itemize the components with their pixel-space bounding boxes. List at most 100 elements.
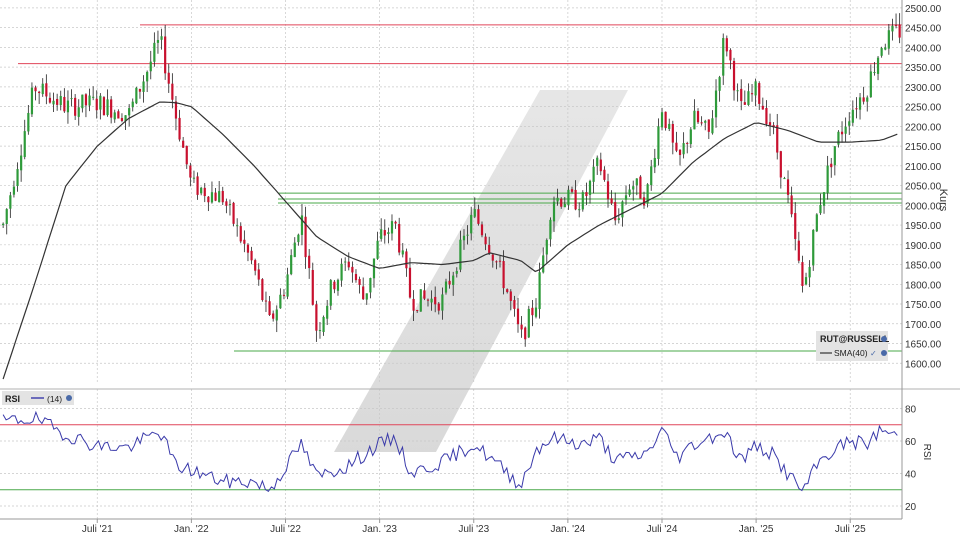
candle-body — [603, 169, 606, 180]
candle-body — [290, 255, 293, 275]
candle-body — [27, 112, 30, 132]
candle-body — [275, 309, 278, 321]
candle-body — [783, 178, 786, 180]
candle-body — [34, 87, 37, 92]
candle-body — [286, 274, 289, 297]
x-tick-label: Juli '25 — [835, 524, 866, 535]
candle-body — [642, 197, 646, 206]
candle-body — [243, 239, 246, 244]
candle-body — [336, 279, 340, 291]
legend-sma-settings-icon[interactable] — [881, 350, 887, 356]
candle-body — [779, 151, 782, 178]
candle-body — [862, 97, 865, 102]
candle-body — [470, 214, 473, 234]
candle-body — [444, 281, 448, 293]
candle-body — [254, 260, 257, 271]
candle-body — [70, 98, 73, 100]
candle-body — [308, 255, 311, 269]
candle-body — [722, 38, 725, 76]
price-y-tick-label: 1650.00 — [905, 340, 942, 351]
candle-body — [657, 126, 660, 160]
x-tick-label: Juli '22 — [270, 524, 301, 535]
price-y-tick-label: 1800.00 — [905, 280, 942, 291]
candle-body — [167, 72, 170, 84]
candle-body — [545, 239, 548, 255]
candle-body — [693, 110, 696, 130]
candle-body — [282, 294, 286, 296]
candle-body — [549, 219, 552, 240]
price-y-tick-label: 1900.00 — [905, 241, 942, 252]
candle-body — [113, 112, 116, 120]
candle-body — [534, 307, 538, 317]
candle-body — [689, 129, 692, 145]
candle-body — [74, 97, 77, 116]
candle-body — [635, 178, 638, 186]
candle-body — [297, 234, 300, 243]
candle-body — [423, 290, 426, 299]
candle-body — [315, 304, 318, 331]
price-y-tick-label: 2250.00 — [905, 103, 942, 114]
candle-body — [653, 157, 656, 168]
candle-body — [574, 189, 577, 210]
price-y-tick-label: 1700.00 — [905, 320, 942, 331]
candle-body — [866, 97, 869, 102]
candle-body — [844, 126, 847, 134]
candle-body — [322, 316, 325, 332]
candle-body — [632, 186, 635, 190]
legend-sma-label: SMA(40) — [834, 348, 868, 358]
candle-body — [52, 100, 55, 105]
candle-body — [624, 195, 628, 200]
price-y-tick-label: 2350.00 — [905, 63, 942, 74]
candle-body — [398, 224, 401, 253]
candle-body — [732, 61, 736, 91]
candle-body — [77, 107, 80, 117]
price-y-tick-label: 2000.00 — [905, 201, 942, 212]
candle-body — [120, 118, 124, 121]
x-tick-label: Jan. '24 — [551, 524, 586, 535]
candle-body — [416, 310, 419, 312]
rsi-legend-settings-icon[interactable] — [66, 395, 72, 401]
candle-body — [138, 89, 142, 92]
candle-body — [329, 280, 332, 306]
rsi-legend-title: RSI — [5, 394, 20, 404]
candle-body — [650, 166, 653, 186]
watermark-logo — [334, 90, 628, 452]
candle-body — [858, 97, 862, 110]
candle-body — [660, 112, 664, 128]
candle-body — [128, 108, 131, 116]
candle-body — [92, 96, 95, 98]
candle-body — [304, 216, 307, 258]
candle-body — [185, 145, 188, 165]
candle-body — [228, 204, 232, 206]
candle-body — [617, 218, 620, 221]
candle-body — [264, 300, 268, 302]
candle-body — [563, 203, 566, 208]
candle-body — [524, 327, 527, 340]
candle-body — [873, 72, 876, 74]
candle-body — [358, 279, 361, 285]
candle-body — [801, 262, 804, 286]
candle-body — [678, 149, 682, 155]
candle-body — [437, 303, 440, 311]
candle-body — [9, 195, 12, 209]
candle-body — [174, 101, 178, 119]
candle-body — [707, 119, 710, 132]
candle-body — [441, 294, 444, 311]
price-y-tick-label: 2200.00 — [905, 122, 942, 133]
price-y-tick-label: 2400.00 — [905, 43, 942, 54]
candle-body — [88, 95, 91, 106]
candle-body — [189, 165, 192, 178]
candle-body — [419, 289, 422, 312]
candle-body — [682, 143, 685, 155]
candle-body — [488, 244, 491, 253]
candle-body — [480, 224, 484, 236]
candle-body — [538, 272, 541, 310]
candle-body — [506, 289, 509, 292]
candle-body — [250, 250, 253, 261]
candle-body — [668, 123, 671, 129]
legend-sma-check-icon[interactable]: ✓ — [870, 349, 877, 358]
candle-body — [891, 25, 894, 32]
candle-body — [178, 117, 181, 140]
legend-symbol-settings-icon[interactable] — [881, 336, 887, 342]
candle-body — [567, 189, 570, 206]
